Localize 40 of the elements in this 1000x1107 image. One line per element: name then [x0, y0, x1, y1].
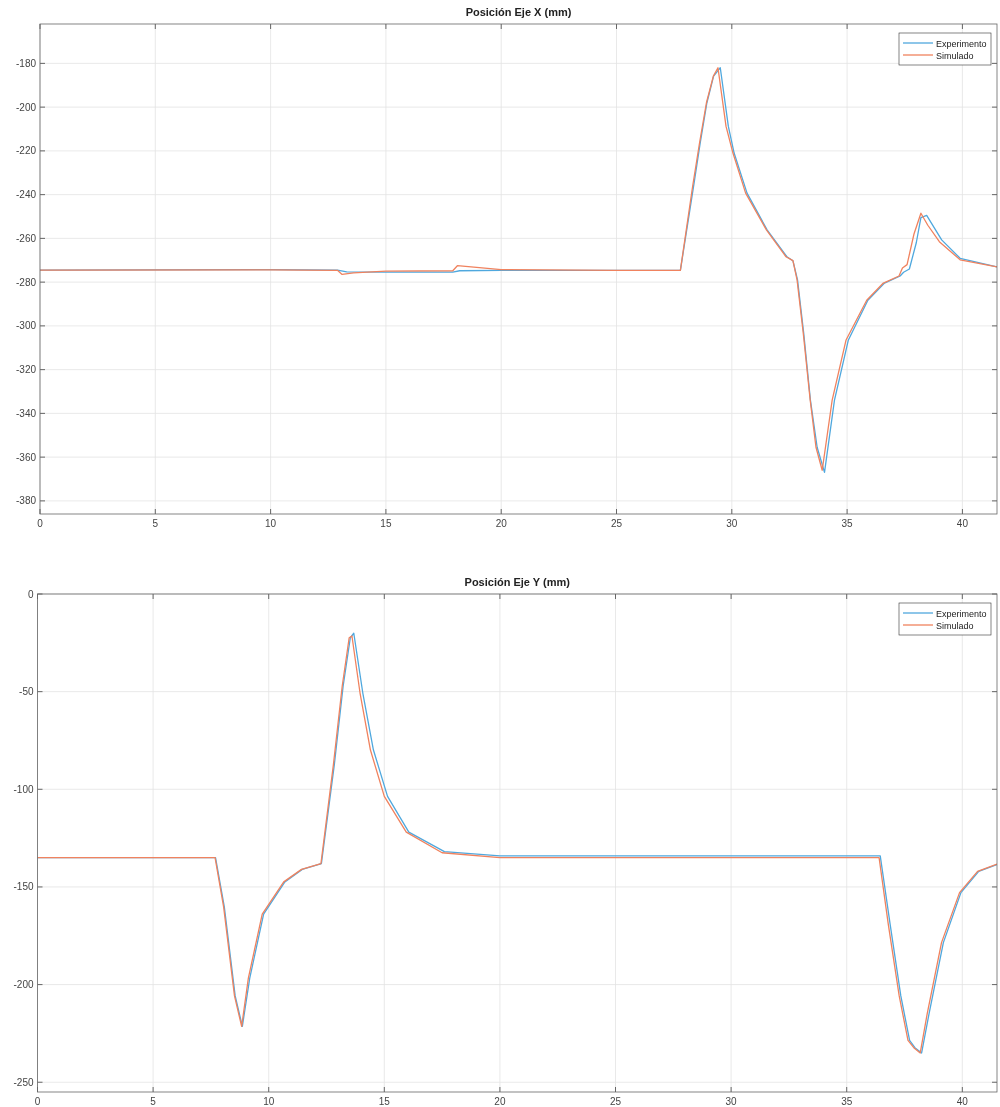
y-tick-label: -320 [15, 364, 37, 376]
y-tick-label: 0 [27, 588, 34, 600]
x-tick-label: 15 [378, 1096, 391, 1107]
x-tick-label: 35 [841, 1096, 853, 1107]
x-tick-label: 30 [725, 1096, 738, 1107]
x-tick-label: 25 [610, 518, 623, 529]
chart-title: Posición Eje Y (mm) [464, 576, 571, 588]
legend-label: Experimento [936, 608, 987, 619]
x-tick-label: 40 [956, 518, 969, 529]
y-tick-label: -300 [15, 320, 37, 332]
y-tick-label: -100 [13, 783, 34, 795]
legend-label: Simulado [936, 50, 974, 61]
y-tick-label: -50 [19, 686, 34, 698]
y-tick-label: -200 [13, 979, 34, 991]
x-tick-label: 0 [37, 518, 44, 529]
y-tick-label: -250 [13, 1076, 34, 1088]
x-tick-label: 10 [263, 1096, 275, 1107]
x-tick-label: 35 [841, 518, 854, 529]
x-tick-label: 30 [726, 518, 738, 529]
x-tick-label: 5 [150, 1096, 157, 1107]
y-tick-label: -280 [15, 276, 37, 288]
x-tick-label: 40 [956, 1096, 969, 1107]
legend-label: Simulado [936, 620, 974, 631]
x-tick-label: 25 [609, 1096, 622, 1107]
y-tick-label: -150 [13, 881, 34, 893]
y-tick-label: -180 [15, 57, 37, 69]
x-tick-label: 5 [152, 518, 159, 529]
y-tick-label: -220 [15, 145, 37, 157]
x-tick-label: 20 [495, 518, 508, 529]
x-tick-label: 15 [380, 518, 392, 529]
y-tick-label: -380 [15, 495, 37, 507]
y-tick-label: -260 [15, 232, 37, 244]
x-tick-label: 10 [265, 518, 277, 529]
y-tick-label: -240 [15, 189, 37, 201]
x-tick-label: 20 [494, 1096, 506, 1107]
y-tick-label: -200 [15, 101, 37, 113]
y-tick-label: -340 [15, 407, 37, 419]
legend-label: Experimento [936, 38, 987, 49]
y-tick-label: -360 [15, 451, 37, 463]
chart-title: Posición Eje X (mm) [465, 6, 572, 18]
